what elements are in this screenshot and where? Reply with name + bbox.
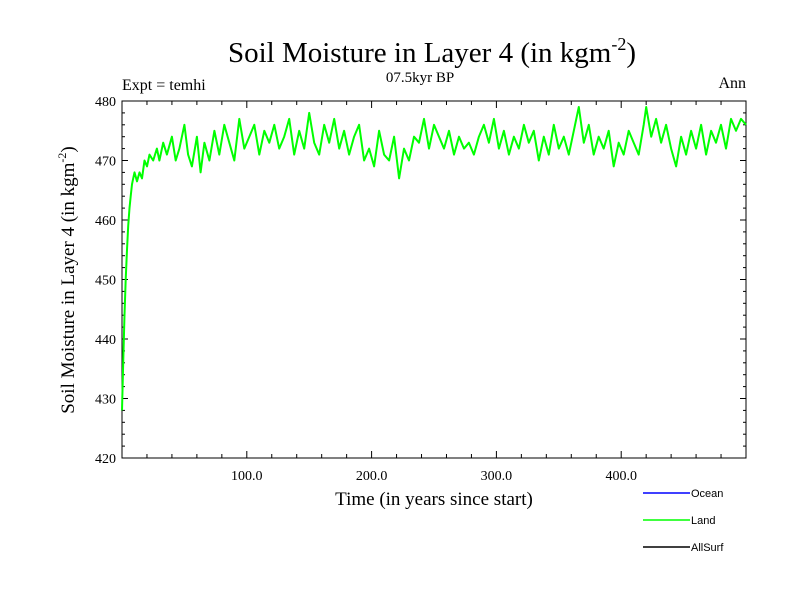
y-tick-label: 460 [95,214,116,229]
y-tick-label: 480 [95,95,116,110]
x-tick-label: 100.0 [231,469,263,484]
series-line-land [121,106,747,411]
x-axis-label: Time (in years since start) [335,489,533,510]
y-axis-label-end: ) [58,146,79,152]
y-tick-label: 470 [95,155,116,170]
axis-tick-labels: 420 430 440 450 460 470 480 100.0 200.0 300.0 400.… [95,95,637,484]
x-tick-label: 200.0 [356,469,388,484]
series-group [121,106,747,411]
legend: Ocean Land AllSurf [643,488,724,554]
axis-ticks [122,100,746,459]
y-axis-label: Soil Moisture in Layer 4 (in kgm-2) [55,146,79,414]
chart-title-main: Soil Moisture in Layer 4 (in kgm [228,37,612,69]
experiment-label: Expt = temhi [122,77,206,94]
legend-label-land: Land [691,515,715,527]
x-tick-label: 300.0 [481,469,513,484]
y-axis-label-main: Soil Moisture in Layer 4 (in kgm [58,162,79,413]
y-axis-label-sup: -2 [55,153,69,163]
chart-title-sup: -2 [611,34,626,54]
y-tick-label: 450 [95,274,116,289]
plot-frame [121,100,747,459]
legend-label-ocean: Ocean [691,488,723,500]
chart-subtitle: 07.5kyr BP [386,70,454,86]
y-tick-label: 440 [95,333,116,348]
y-tick-label: 430 [95,393,116,408]
chart-title-end: ) [626,37,636,69]
chart-title: Soil Moisture in Layer 4 (in kgm-2) [228,34,636,69]
season-label: Ann [718,75,746,92]
y-tick-label: 420 [95,452,116,467]
legend-label-allsurf: AllSurf [691,542,724,554]
x-tick-label: 400.0 [605,469,637,484]
